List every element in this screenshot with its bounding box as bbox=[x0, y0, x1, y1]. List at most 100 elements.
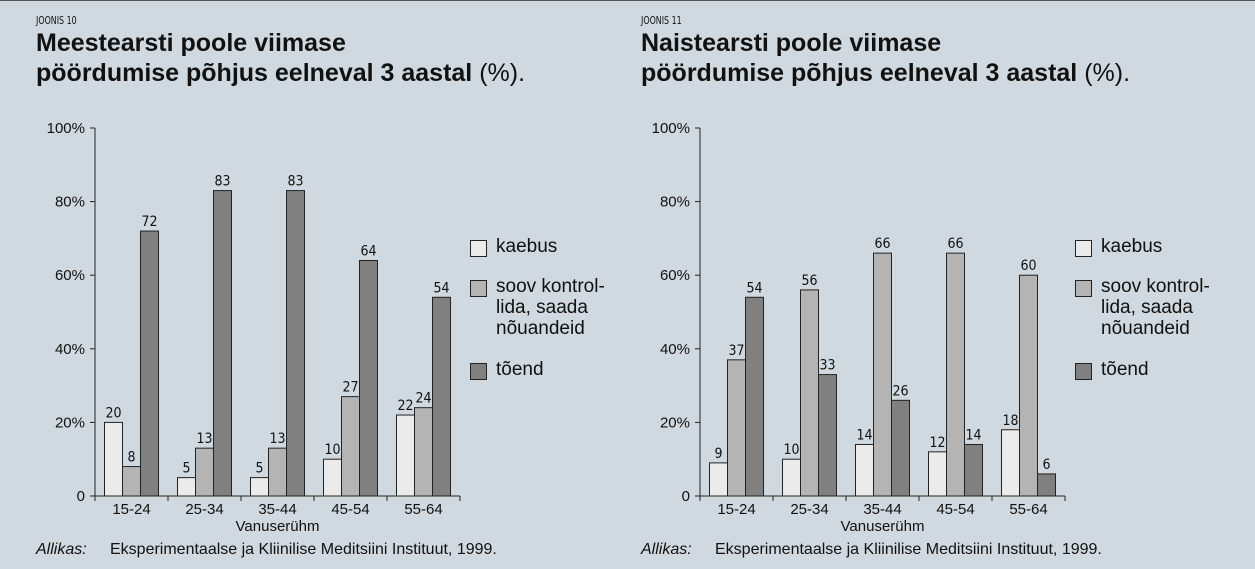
bar bbox=[709, 462, 728, 497]
legend-label: soov kontrol-lida, saada nõuandeid bbox=[1101, 276, 1210, 339]
value-label: 66 bbox=[874, 236, 890, 252]
value-label: 8 bbox=[127, 450, 135, 466]
legend-label: kaebus bbox=[496, 236, 558, 257]
value-label: 56 bbox=[801, 273, 817, 289]
legend-label: tõend bbox=[496, 359, 544, 380]
y-tick-label: 40% bbox=[55, 341, 85, 358]
bar bbox=[873, 252, 892, 497]
value-label: 54 bbox=[433, 280, 449, 296]
value-label: 83 bbox=[287, 174, 303, 190]
value-label: 22 bbox=[397, 398, 413, 414]
x-axis-label: Vanuserühm bbox=[841, 518, 925, 535]
value-label: 54 bbox=[746, 280, 762, 296]
bar bbox=[745, 296, 764, 497]
legend-label: soov kontrol-lida, saada nõuandeid bbox=[496, 276, 605, 339]
value-label: 9 bbox=[714, 446, 722, 462]
legend-label: tõend bbox=[1101, 359, 1149, 380]
source-label: Allikas: bbox=[641, 541, 692, 558]
value-label: 5 bbox=[182, 461, 190, 477]
bar bbox=[177, 477, 196, 497]
x-tick-label: 55-64 bbox=[404, 501, 442, 518]
chart-title: pöördumise põhjus eelneval 3 aastal (%). bbox=[641, 59, 1131, 87]
y-tick-label: 100% bbox=[47, 120, 85, 137]
legend-swatch bbox=[1075, 240, 1092, 257]
x-tick-label: 45-54 bbox=[936, 501, 974, 518]
bar bbox=[140, 230, 159, 497]
bar bbox=[1037, 473, 1056, 497]
bar bbox=[323, 458, 342, 497]
bar bbox=[104, 421, 123, 497]
bar bbox=[818, 374, 837, 497]
bar bbox=[195, 447, 214, 497]
value-label: 37 bbox=[728, 343, 744, 359]
chart: 0 20% 40% 60% 80% 100% 15-24 20 8 72 25-34 5 13 83 35-… bbox=[47, 120, 461, 535]
x-tick-label: 35-44 bbox=[863, 501, 901, 518]
bar bbox=[341, 396, 360, 497]
x-tick-label: 35-44 bbox=[258, 501, 296, 518]
title-unit: (%). bbox=[479, 59, 526, 87]
legend-swatch bbox=[1075, 280, 1092, 297]
x-axis-label: Vanuserühm bbox=[236, 518, 320, 535]
x-tick-label: 25-34 bbox=[790, 501, 828, 518]
bar bbox=[250, 477, 269, 497]
y-tick-label: 20% bbox=[55, 414, 85, 431]
bar bbox=[891, 399, 910, 497]
bar bbox=[1001, 429, 1020, 497]
chart-panel: JOONIS 10 Meestearsti poole viimase pöördu… bbox=[0, 1, 620, 569]
value-label: 66 bbox=[947, 236, 963, 252]
bar bbox=[122, 466, 141, 497]
legend-label: kaebus bbox=[1101, 236, 1163, 257]
title-unit: (%). bbox=[1084, 59, 1131, 87]
value-label: 13 bbox=[269, 431, 285, 447]
y-tick-label: 80% bbox=[55, 194, 85, 211]
source: Eksperimentaalse ja Kliinilise Meditsiin… bbox=[715, 541, 1102, 558]
bar bbox=[928, 451, 947, 497]
value-label: 5 bbox=[255, 461, 263, 477]
value-label: 6 bbox=[1042, 457, 1050, 473]
bar bbox=[964, 443, 983, 497]
y-tick-label: 60% bbox=[660, 267, 690, 284]
bar bbox=[855, 443, 874, 497]
y-tick-label: 80% bbox=[660, 194, 690, 211]
bar bbox=[359, 259, 378, 497]
bar bbox=[414, 407, 433, 497]
legend-swatch bbox=[1075, 363, 1092, 380]
y-tick-label: 100% bbox=[652, 120, 690, 137]
value-label: 83 bbox=[214, 174, 230, 190]
x-tick-label: 15-24 bbox=[112, 501, 150, 518]
value-label: 20 bbox=[105, 405, 121, 421]
bar bbox=[213, 190, 232, 497]
value-label: 12 bbox=[929, 435, 945, 451]
bar bbox=[727, 359, 746, 497]
chart: 0 20% 40% 60% 80% 100% 15-24 9 37 54 25-34 10 56 33 35… bbox=[652, 120, 1066, 535]
y-tick-label: 0 bbox=[77, 488, 85, 505]
bar bbox=[396, 414, 415, 497]
value-label: 14 bbox=[856, 427, 872, 443]
x-tick-label: 55-64 bbox=[1009, 501, 1047, 518]
source: Eksperimentaalse ja Kliinilise Meditsiin… bbox=[110, 541, 497, 558]
y-tick-label: 20% bbox=[660, 414, 690, 431]
y-tick-label: 0 bbox=[682, 488, 690, 505]
value-label: 10 bbox=[324, 442, 340, 458]
chart-title: Meestearsti poole viimase bbox=[36, 29, 346, 57]
bar bbox=[946, 252, 965, 497]
legend-swatch bbox=[470, 363, 487, 380]
bar bbox=[1019, 274, 1038, 497]
chart-panel: JOONIS 11 Naistearsti poole viimase pöördu… bbox=[605, 1, 1225, 569]
value-label: 33 bbox=[819, 358, 835, 374]
chart-title: Naistearsti poole viimase bbox=[641, 29, 942, 57]
value-label: 26 bbox=[892, 383, 908, 399]
value-label: 72 bbox=[141, 214, 157, 230]
bar bbox=[286, 190, 305, 497]
source-label: Allikas: bbox=[36, 541, 87, 558]
legend-swatch bbox=[470, 280, 487, 297]
y-tick-label: 60% bbox=[55, 267, 85, 284]
figure-label: JOONIS 11 bbox=[641, 14, 682, 27]
value-label: 27 bbox=[342, 380, 358, 396]
legend-swatch bbox=[470, 240, 487, 257]
value-label: 10 bbox=[783, 442, 799, 458]
x-tick-label: 15-24 bbox=[717, 501, 755, 518]
chart-title: pöördumise põhjus eelneval 3 aastal (%). bbox=[36, 59, 526, 87]
x-tick-label: 25-34 bbox=[185, 501, 223, 518]
